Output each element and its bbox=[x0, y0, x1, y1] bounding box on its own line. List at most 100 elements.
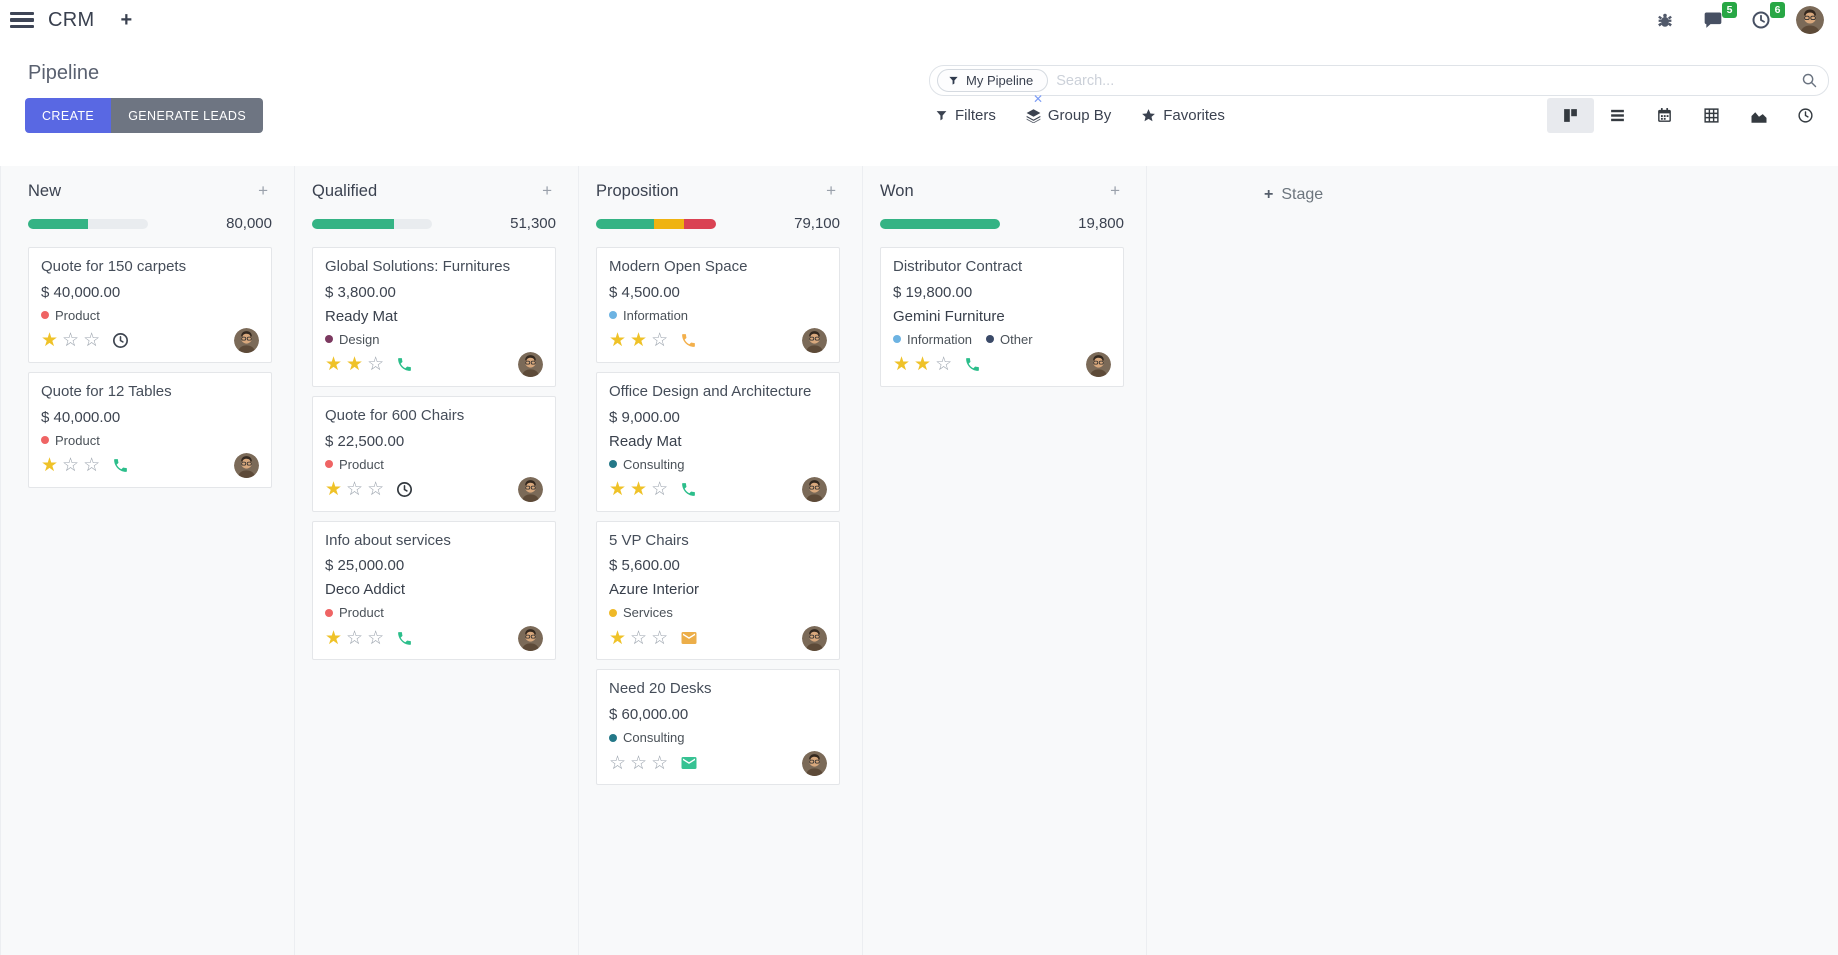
tag-other[interactable]: Other bbox=[986, 332, 1033, 347]
priority-star-icon[interactable]: ☆ bbox=[651, 627, 669, 649]
activity-phone-button[interactable] bbox=[680, 481, 697, 498]
stage-progressbar[interactable] bbox=[596, 218, 716, 229]
stage-name[interactable]: New bbox=[28, 181, 62, 200]
priority-star-icon[interactable]: ☆ bbox=[83, 330, 101, 352]
activity-phone-button[interactable] bbox=[396, 630, 413, 647]
priority-star-icon[interactable]: ★ bbox=[914, 354, 932, 376]
priority-star-icon[interactable]: ★ bbox=[630, 330, 648, 352]
tag-product[interactable]: Product bbox=[41, 433, 100, 448]
priority-star-icon[interactable]: ★ bbox=[609, 330, 627, 352]
priority-star-icon[interactable]: ★ bbox=[609, 627, 627, 649]
add-stage-button[interactable]: + Stage bbox=[1264, 184, 1323, 206]
priority-star-icon[interactable]: ☆ bbox=[62, 330, 80, 352]
progress-segment[interactable] bbox=[880, 218, 1000, 229]
salesperson-avatar[interactable] bbox=[802, 750, 827, 776]
tag-consulting[interactable]: Consulting bbox=[609, 457, 684, 472]
priority-star-icon[interactable]: ★ bbox=[630, 479, 648, 500]
progress-segment[interactable] bbox=[312, 218, 394, 229]
view-activity-button[interactable] bbox=[1782, 98, 1829, 133]
quick-add-icon[interactable]: + bbox=[258, 181, 268, 200]
priority-star-icon[interactable]: ★ bbox=[41, 330, 59, 352]
salesperson-avatar[interactable] bbox=[802, 328, 827, 354]
priority-star-icon[interactable]: ★ bbox=[325, 479, 343, 500]
create-button[interactable]: CREATE bbox=[25, 98, 112, 133]
priority-star-icon[interactable]: ★ bbox=[893, 354, 911, 376]
priority-star-icon[interactable]: ☆ bbox=[630, 627, 648, 649]
salesperson-avatar[interactable] bbox=[234, 328, 259, 354]
view-graph-button[interactable] bbox=[1735, 98, 1782, 133]
priority-star-icon[interactable]: ★ bbox=[346, 354, 364, 376]
kanban-card[interactable]: Quote for 600 Chairs $ 22,500.00 Product… bbox=[312, 395, 556, 512]
view-calendar-button[interactable] bbox=[1641, 98, 1688, 133]
progress-segment[interactable] bbox=[683, 218, 716, 229]
priority-star-icon[interactable]: ★ bbox=[41, 455, 59, 476]
kanban-card[interactable]: Quote for 150 carpets $ 40,000.00 Produc… bbox=[28, 247, 272, 363]
stage-name[interactable]: Won bbox=[880, 181, 914, 200]
stage-progressbar[interactable] bbox=[312, 218, 432, 229]
activity-phone-button[interactable] bbox=[964, 356, 981, 373]
priority-star-icon[interactable]: ☆ bbox=[651, 752, 669, 774]
tag-product[interactable]: Product bbox=[325, 605, 384, 620]
salesperson-avatar[interactable] bbox=[518, 625, 543, 651]
stage-progressbar[interactable] bbox=[880, 218, 1000, 229]
salesperson-avatar[interactable] bbox=[802, 477, 827, 502]
priority-star-icon[interactable]: ☆ bbox=[609, 752, 627, 774]
kanban-card[interactable]: Quote for 12 Tables $ 40,000.00 Product … bbox=[28, 371, 272, 488]
generate-leads-button[interactable]: GENERATE LEADS bbox=[111, 98, 264, 133]
priority-star-icon[interactable]: ☆ bbox=[651, 479, 669, 500]
activity-clock-button[interactable] bbox=[112, 332, 129, 349]
quick-add-icon[interactable]: + bbox=[826, 181, 836, 200]
kanban-card[interactable]: Office Design and Architecture $ 9,000.0… bbox=[596, 371, 840, 512]
priority-star-icon[interactable]: ☆ bbox=[367, 479, 385, 500]
priority-star-icon[interactable]: ☆ bbox=[62, 455, 80, 476]
kanban-card[interactable]: Global Solutions: Furnitures $ 3,800.00 … bbox=[312, 247, 556, 387]
group-by-menu[interactable]: Group By bbox=[1026, 107, 1111, 124]
app-title[interactable]: CRM bbox=[48, 8, 95, 31]
activities-icon[interactable]: 6 bbox=[1748, 2, 1785, 33]
salesperson-avatar[interactable] bbox=[802, 625, 827, 651]
kanban-card[interactable]: Distributor Contract $ 19,800.00 Gemini … bbox=[880, 247, 1124, 387]
priority-star-icon[interactable]: ☆ bbox=[935, 354, 953, 376]
search-facet-my-pipeline[interactable]: My Pipeline bbox=[937, 69, 1049, 92]
activity-clock-button[interactable] bbox=[396, 481, 413, 498]
priority-star-icon[interactable]: ☆ bbox=[367, 354, 385, 376]
activity-phone-button[interactable] bbox=[680, 332, 697, 349]
tag-information[interactable]: Information bbox=[609, 308, 688, 323]
stage-progressbar[interactable] bbox=[28, 218, 148, 229]
kanban-card[interactable]: 5 VP Chairs $ 5,600.00 Azure Interior Se… bbox=[596, 520, 840, 661]
kanban-card[interactable]: Info about services $ 25,000.00 Deco Add… bbox=[312, 520, 556, 661]
stage-name[interactable]: Qualified bbox=[312, 181, 378, 200]
stage-name[interactable]: Proposition bbox=[596, 181, 679, 200]
priority-star-icon[interactable]: ☆ bbox=[346, 627, 364, 649]
tag-product[interactable]: Product bbox=[41, 308, 100, 323]
tag-information[interactable]: Information bbox=[893, 332, 972, 347]
priority-star-icon[interactable]: ★ bbox=[609, 479, 627, 500]
filters-menu[interactable]: Filters bbox=[935, 107, 996, 124]
progress-segment[interactable] bbox=[653, 218, 684, 229]
view-pivot-button[interactable] bbox=[1688, 98, 1735, 133]
salesperson-avatar[interactable] bbox=[518, 477, 543, 502]
salesperson-avatar[interactable] bbox=[1086, 352, 1111, 378]
activity-envelope-button[interactable] bbox=[680, 629, 698, 647]
tag-product[interactable]: Product bbox=[325, 457, 384, 472]
priority-star-icon[interactable]: ☆ bbox=[367, 627, 385, 649]
activity-phone-button[interactable] bbox=[396, 356, 413, 373]
tag-services[interactable]: Services bbox=[609, 605, 673, 620]
salesperson-avatar[interactable] bbox=[518, 352, 543, 378]
messages-icon[interactable]: 5 bbox=[1700, 2, 1737, 33]
quick-add-icon[interactable]: + bbox=[542, 181, 552, 200]
priority-star-icon[interactable]: ★ bbox=[325, 627, 343, 649]
search-icon[interactable] bbox=[1801, 72, 1818, 89]
apps-menu-icon[interactable] bbox=[10, 12, 34, 28]
progress-segment[interactable] bbox=[596, 218, 654, 229]
priority-star-icon[interactable]: ☆ bbox=[651, 330, 669, 352]
tag-consulting[interactable]: Consulting bbox=[609, 730, 684, 745]
view-list-button[interactable] bbox=[1594, 98, 1641, 133]
kanban-card[interactable]: Modern Open Space $ 4,500.00 Information… bbox=[596, 247, 840, 363]
facet-remove-icon[interactable]: ✕ bbox=[1033, 92, 1044, 106]
add-menu-icon[interactable]: + bbox=[120, 8, 133, 31]
priority-star-icon[interactable]: ☆ bbox=[83, 455, 101, 476]
search-input[interactable] bbox=[1056, 72, 1801, 89]
quick-add-icon[interactable]: + bbox=[1110, 181, 1120, 200]
priority-star-icon[interactable]: ☆ bbox=[630, 752, 648, 774]
